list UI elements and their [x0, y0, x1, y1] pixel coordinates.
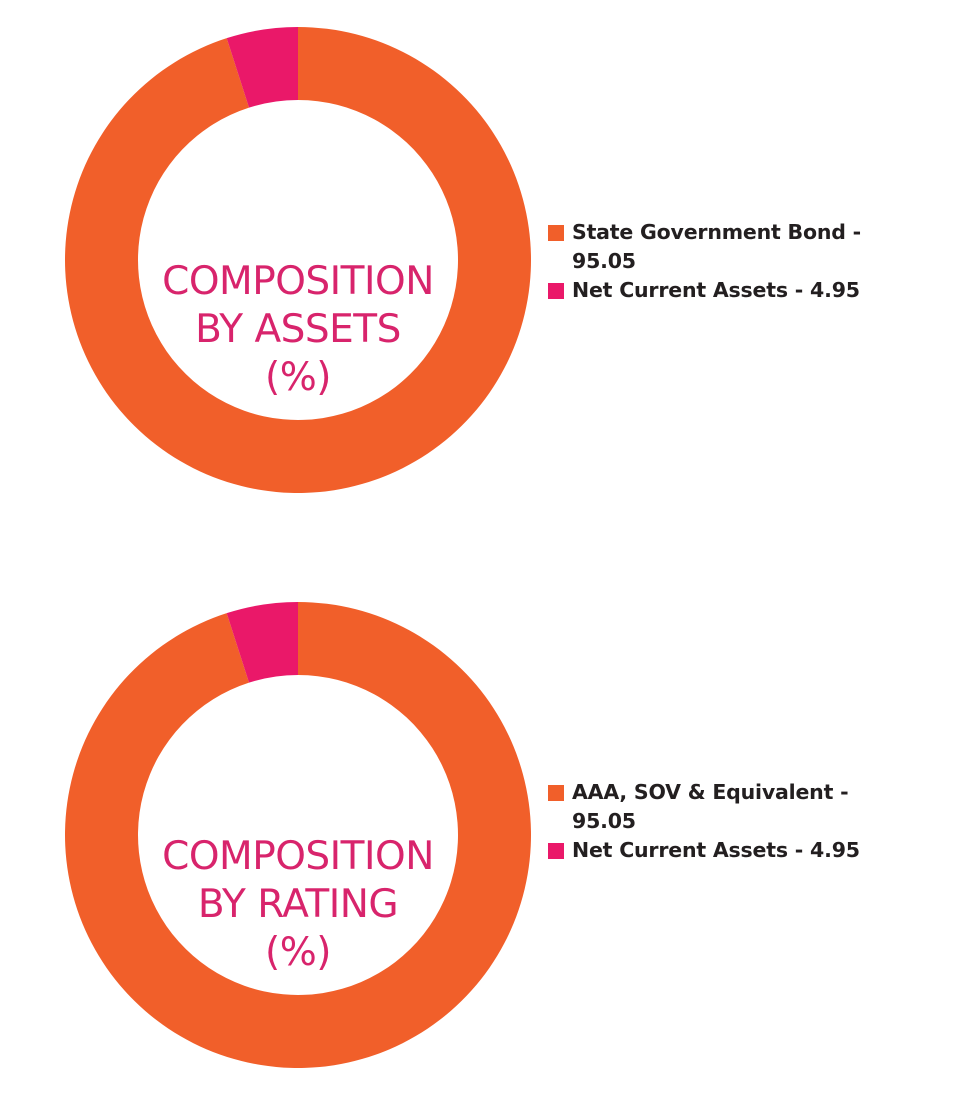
legend-label: Net Current Assets - 4.95 [572, 278, 860, 302]
legend-swatch [548, 843, 564, 859]
legend-swatch [548, 785, 564, 801]
donut-chart-rating [65, 602, 531, 1068]
chart-title-line: BY RATING [197, 882, 399, 927]
donut-slice-net-current-assets [226, 27, 298, 108]
legend-label: Net Current Assets - 4.95 [572, 838, 860, 862]
chart-title-line: (%) [265, 355, 332, 400]
legend-assets: State Government Bond - 95.05 Net Curren… [548, 218, 878, 305]
legend-item-net-current-assets: Net Current Assets - 4.95 [548, 836, 878, 865]
legend-item-state-government-bond: State Government Bond - 95.05 [548, 218, 878, 276]
donut-slice-primary [65, 27, 531, 494]
chart-title-line: (%) [265, 930, 332, 975]
legend-rating: AAA, SOV & Equivalent - 95.05 Net Curren… [548, 778, 878, 865]
chart-title-assets: COMPOSITION BY ASSETS (%) [138, 258, 458, 402]
chart-title-line: COMPOSITION [162, 259, 434, 304]
donut-chart-assets [65, 27, 531, 494]
legend-item-net-current-assets: Net Current Assets - 4.95 [548, 276, 878, 305]
composition-by-rating-chart: COMPOSITION BY RATING (%) AAA, SOV & Equ… [0, 575, 953, 1095]
legend-item-aaa-sov-equivalent: AAA, SOV & Equivalent - 95.05 [548, 778, 878, 836]
legend-label-line: AAA, SOV & Equivalent - [572, 780, 849, 804]
legend-label-line: 95.05 [572, 809, 636, 833]
chart-title-line: COMPOSITION [162, 834, 434, 879]
composition-by-assets-chart: COMPOSITION BY ASSETS (%) State Governme… [0, 0, 953, 520]
donut-slice-net-current-assets [226, 602, 298, 683]
legend-swatch [548, 283, 564, 299]
donut-slice-primary [65, 602, 531, 1068]
chart-title-rating: COMPOSITION BY RATING (%) [138, 833, 458, 977]
legend-label: State Government Bond - 95.05 [572, 220, 861, 273]
legend-swatch [548, 225, 564, 241]
chart-title-line: BY ASSETS [195, 307, 401, 352]
